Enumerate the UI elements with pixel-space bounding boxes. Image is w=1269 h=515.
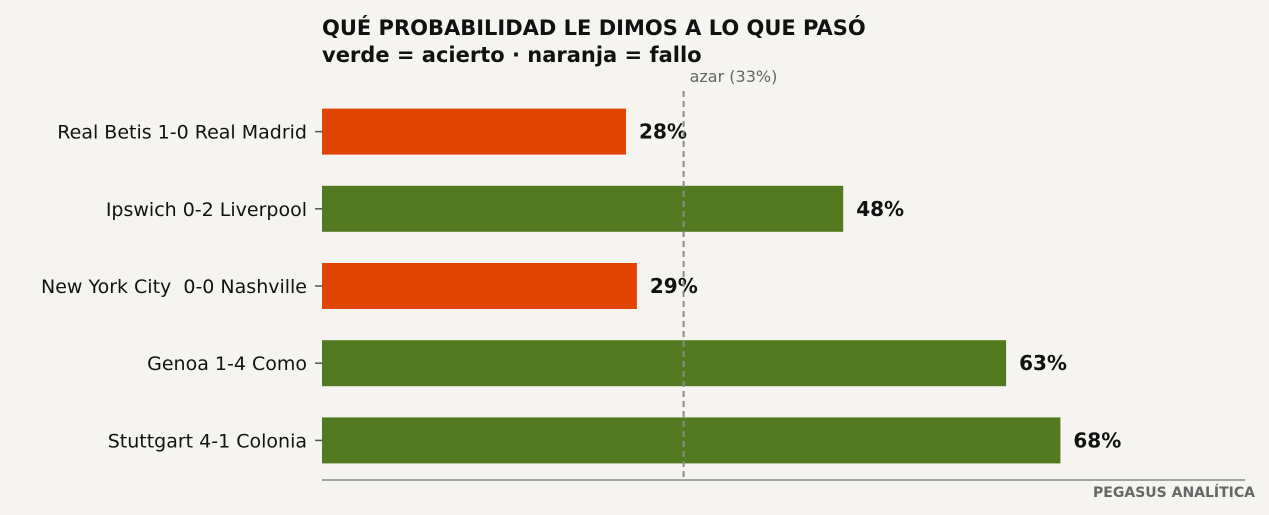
- category-labels-group: Real Betis 1-0 Real Madrid Ipswich 0-2 Li…: [41, 122, 322, 452]
- value-label: 63%: [1019, 351, 1067, 375]
- category-label: Real Betis 1-0 Real Madrid: [57, 122, 307, 144]
- category-label: New York City 0-0 Nashville: [41, 276, 307, 298]
- bar: [322, 263, 637, 309]
- value-labels-group: 28% 48% 29% 63% 68%: [639, 120, 1121, 453]
- category-label: Genoa 1-4 Como: [147, 353, 307, 375]
- chart-subtitle: verde = acierto · naranja = fallo: [322, 43, 702, 67]
- value-label: 28%: [639, 120, 687, 144]
- bar: [322, 108, 627, 155]
- bars-group: [322, 108, 1061, 464]
- value-label: 29%: [650, 274, 698, 298]
- chance-reference-label: azar (33%): [690, 67, 778, 86]
- bar: [322, 340, 1007, 387]
- bar: [322, 417, 1061, 464]
- bar: [322, 185, 844, 232]
- value-label: 48%: [856, 197, 904, 221]
- brand-watermark: PEGASUS ANALÍTICA: [1093, 484, 1255, 501]
- chart-title: QUÉ PROBABILIDAD LE DIMOS A LO QUE PASÓ: [322, 15, 866, 40]
- category-label: Ipswich 0-2 Liverpool: [106, 199, 307, 221]
- value-label: 68%: [1073, 428, 1121, 452]
- category-label: Stuttgart 4-1 Colonia: [108, 430, 307, 452]
